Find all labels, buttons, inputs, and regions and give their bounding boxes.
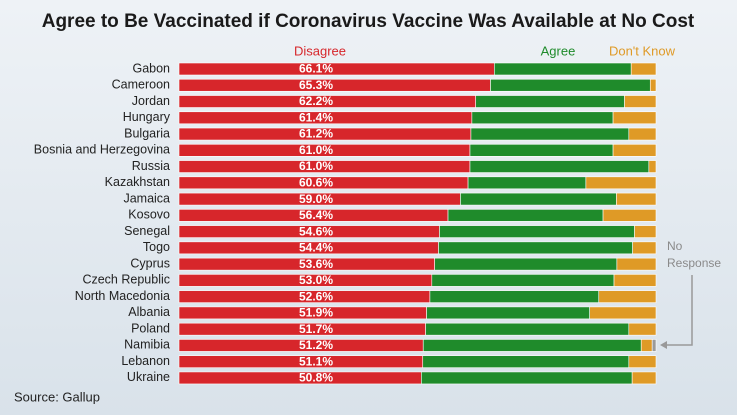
bar-segment xyxy=(616,257,657,271)
bar-segment xyxy=(640,339,653,352)
y-tick-label: Gabon xyxy=(132,61,170,75)
bar-segment xyxy=(613,274,657,287)
data-label: 53.6% xyxy=(299,257,333,271)
bar-segment xyxy=(434,257,618,271)
data-label: 51.9% xyxy=(299,306,333,320)
chart-title: Agree to Be Vaccinated if Coronavirus Va… xyxy=(42,11,695,32)
y-tick-label: Poland xyxy=(131,321,170,335)
y-tick-label: Czech Republic xyxy=(82,273,170,287)
bar-segment xyxy=(602,209,657,222)
bar-segment xyxy=(628,127,657,141)
y-tick-label: Albania xyxy=(128,305,170,319)
data-label: 51.2% xyxy=(299,338,333,352)
bar-segment xyxy=(589,306,657,320)
bar-segment xyxy=(628,322,657,336)
data-label: 54.4% xyxy=(299,241,333,255)
bar-segment xyxy=(493,62,632,76)
data-label: 52.6% xyxy=(299,289,333,303)
bar-segment xyxy=(649,78,657,92)
y-tick-label: Ukraine xyxy=(127,370,170,384)
bar-segment xyxy=(467,176,587,190)
y-tick-label: Cameroon xyxy=(112,78,170,92)
y-tick-label: North Macedonia xyxy=(75,289,170,303)
bar-segment xyxy=(651,339,657,352)
legend-label: Agree xyxy=(541,43,576,58)
bar-segment xyxy=(178,62,495,76)
bar-segment xyxy=(616,192,657,206)
arrow xyxy=(660,275,693,349)
y-tick-label: Bulgaria xyxy=(124,126,170,140)
data-label: 61.0% xyxy=(299,159,333,173)
y-tick-label: Kosovo xyxy=(128,208,170,222)
legend-label: Don't Know xyxy=(609,43,676,58)
y-tick-label: Bosnia and Herzegovina xyxy=(34,143,170,157)
y-tick-label: Hungary xyxy=(123,110,171,124)
source: Source: Gallup xyxy=(14,389,100,404)
bar-segment xyxy=(426,306,590,320)
bar-segment xyxy=(425,322,630,336)
data-label: 53.0% xyxy=(299,273,333,287)
bar-segment xyxy=(469,160,650,173)
y-tick-label: Jordan xyxy=(132,94,170,108)
bar-segment xyxy=(422,355,630,368)
bar-segment xyxy=(422,339,642,352)
bar-segment xyxy=(624,95,657,108)
y-tick-label: Namibia xyxy=(124,338,170,352)
bar-segment xyxy=(630,62,657,76)
data-label: 51.7% xyxy=(299,322,333,336)
data-label: 61.0% xyxy=(299,143,333,157)
data-label: 61.2% xyxy=(299,127,333,141)
y-tick-label: Senegal xyxy=(124,224,170,238)
bar-segment xyxy=(421,371,633,385)
bar-segment xyxy=(471,111,614,125)
bar-segment xyxy=(178,78,491,92)
data-label: 51.1% xyxy=(299,354,333,368)
y-tick-label: Kazakhstan xyxy=(105,175,170,189)
bar-segment xyxy=(585,176,657,190)
bar-segment xyxy=(438,241,633,255)
y-tick-label: Jamaica xyxy=(123,191,170,205)
data-label: 56.4% xyxy=(299,208,333,222)
bar-segment xyxy=(628,355,657,368)
bar-segment xyxy=(429,290,600,303)
bar-segment xyxy=(490,78,651,92)
bar-segment xyxy=(470,127,630,141)
bar-segment xyxy=(631,371,657,385)
bar-segment xyxy=(612,111,657,125)
no-response-label: No Response xyxy=(667,239,722,270)
y-tick-label: Lebanon xyxy=(121,354,170,368)
data-label: 66.1% xyxy=(299,62,333,76)
bar-segment xyxy=(469,144,614,157)
bar-segment xyxy=(447,209,604,222)
y-tick-label: Cyprus xyxy=(130,256,170,270)
bar-segment xyxy=(612,144,657,157)
data-label: 50.8% xyxy=(299,371,333,385)
bar-segment xyxy=(598,290,657,303)
bar-segment xyxy=(439,225,635,238)
y-tick-label: Russia xyxy=(132,159,170,173)
bar-segment xyxy=(475,95,625,108)
bar-segment xyxy=(632,241,657,255)
y-tick-label: Togo xyxy=(143,240,170,254)
bar-segment xyxy=(648,160,657,173)
bar-segment xyxy=(431,274,615,287)
arrow-head xyxy=(660,341,667,349)
data-label: 62.2% xyxy=(299,94,333,108)
arrow-line xyxy=(666,275,693,346)
data-label: 60.6% xyxy=(299,175,333,189)
bar-segment xyxy=(634,225,657,238)
bar-segment xyxy=(460,192,617,206)
data-label: 59.0% xyxy=(299,192,333,206)
data-label: 54.6% xyxy=(299,224,333,238)
data-label: 65.3% xyxy=(299,78,333,92)
data-label: 61.4% xyxy=(299,110,333,124)
legend-label: Disagree xyxy=(294,43,346,58)
